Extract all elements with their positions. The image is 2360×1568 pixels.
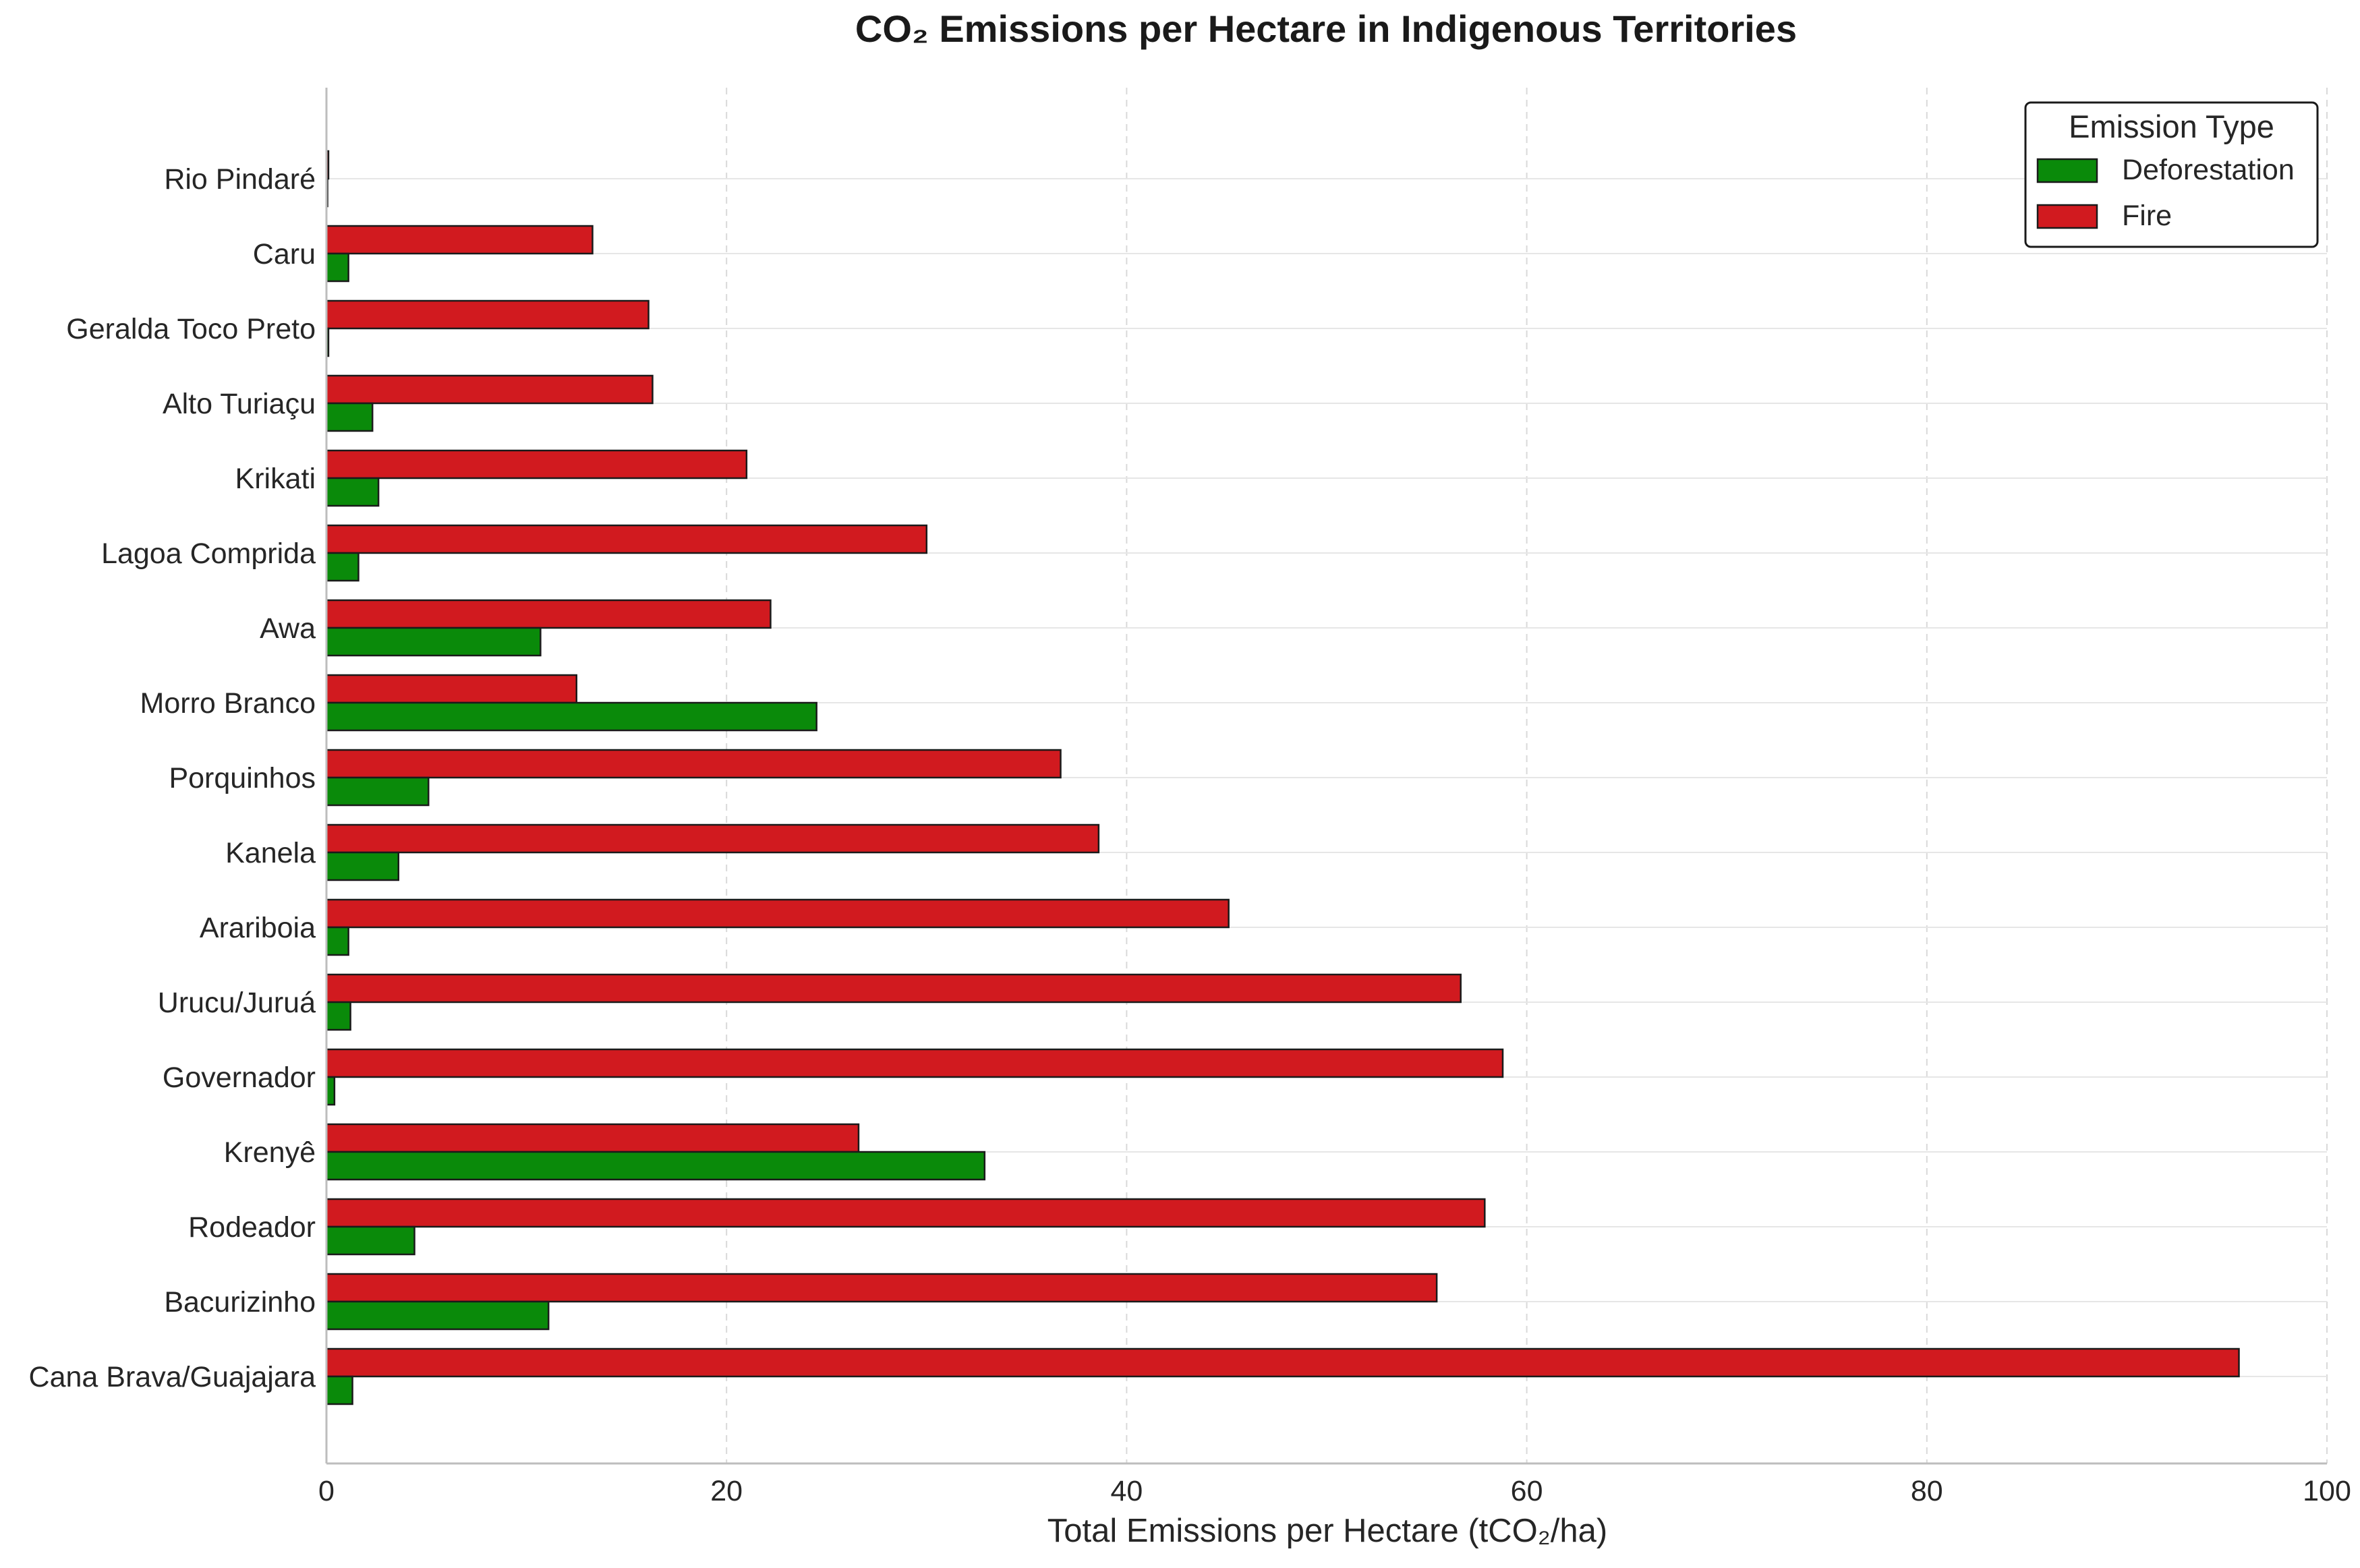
x-tick-label: 20 (710, 1475, 743, 1507)
legend-box (2024, 101, 2319, 248)
legend-entry: Fire (2122, 200, 2172, 232)
bar-deforestation (325, 1300, 550, 1331)
bar-fire (325, 299, 650, 330)
x-tick-label: 80 (1911, 1475, 1943, 1507)
bar-fire (325, 1123, 860, 1153)
bar-deforestation (325, 926, 349, 956)
category-label: Geralda Toco Preto (66, 313, 316, 345)
bar-fire (325, 524, 928, 554)
bar-fire (325, 823, 1100, 854)
bar-fire (325, 674, 577, 704)
category-label: Krikati (235, 463, 316, 495)
legend-swatch (2036, 204, 2098, 229)
bar-deforestation (325, 477, 380, 507)
category-label: Krenyê (224, 1136, 316, 1169)
bar-fire (325, 898, 1230, 929)
category-label: Morro Branco (140, 687, 316, 720)
legend-swatch (2036, 158, 2098, 183)
category-label: Governador (163, 1062, 316, 1094)
legend: Emission Type Deforestation Fire (2024, 101, 2319, 248)
x-tick-label: 60 (1511, 1475, 1543, 1507)
bar-deforestation (325, 252, 349, 283)
bar-deforestation (325, 1001, 351, 1031)
plot-area: 0 20 40 60 80 100 Rio Pindaré Caru Geralda Toco … (29, 88, 2351, 1507)
bar-deforestation (325, 1375, 353, 1405)
category-label: Awa (260, 612, 316, 645)
x-tick-label: 40 (1110, 1475, 1143, 1507)
bar-fire (325, 225, 594, 255)
bar-fire (325, 1347, 2240, 1378)
bar-deforestation (325, 701, 817, 732)
bar-fire (325, 374, 654, 405)
category-label: Cana Brava/Guajajara (29, 1361, 316, 1393)
category-label: Urucu/Juruá (158, 987, 316, 1019)
x-axis-label: Total Emissions per Hectare (tCO₂/ha) (1047, 1513, 1608, 1549)
bar-fire (325, 599, 772, 629)
bar-fire (325, 1273, 1438, 1303)
x-tick-label: 0 (318, 1475, 335, 1507)
bar-deforestation (325, 1076, 336, 1106)
category-label: Caru (253, 238, 316, 270)
bar-deforestation (325, 402, 374, 432)
legend-title: Emission Type (2069, 109, 2274, 144)
bar-fire (325, 749, 1062, 779)
bar-deforestation (325, 1151, 986, 1181)
category-label: Rio Pindaré (164, 163, 316, 196)
bar-deforestation (325, 552, 359, 582)
category-label: Bacurizinho (164, 1286, 316, 1318)
category-label: Lagoa Comprida (101, 538, 316, 570)
x-tick-label: 100 (2303, 1475, 2351, 1507)
category-label: Arariboia (200, 912, 316, 944)
bar-fire (325, 973, 1462, 1004)
category-label: Porquinhos (169, 762, 316, 794)
bar-deforestation (325, 627, 542, 657)
category-label: Kanela (225, 837, 316, 869)
category-label: Rodeador (188, 1211, 316, 1244)
legend-entry: Deforestation (2122, 154, 2295, 186)
bar-deforestation (325, 1225, 415, 1256)
bar-fire (325, 1198, 1486, 1228)
chart-title: CO₂ Emissions per Hectare in Indigenous … (855, 7, 1797, 50)
category-label: Alto Turiaçu (163, 388, 316, 420)
bar-fire (325, 449, 748, 480)
bar-deforestation (325, 776, 430, 807)
bar-deforestation (325, 851, 400, 881)
bar-fire (325, 1048, 1504, 1078)
